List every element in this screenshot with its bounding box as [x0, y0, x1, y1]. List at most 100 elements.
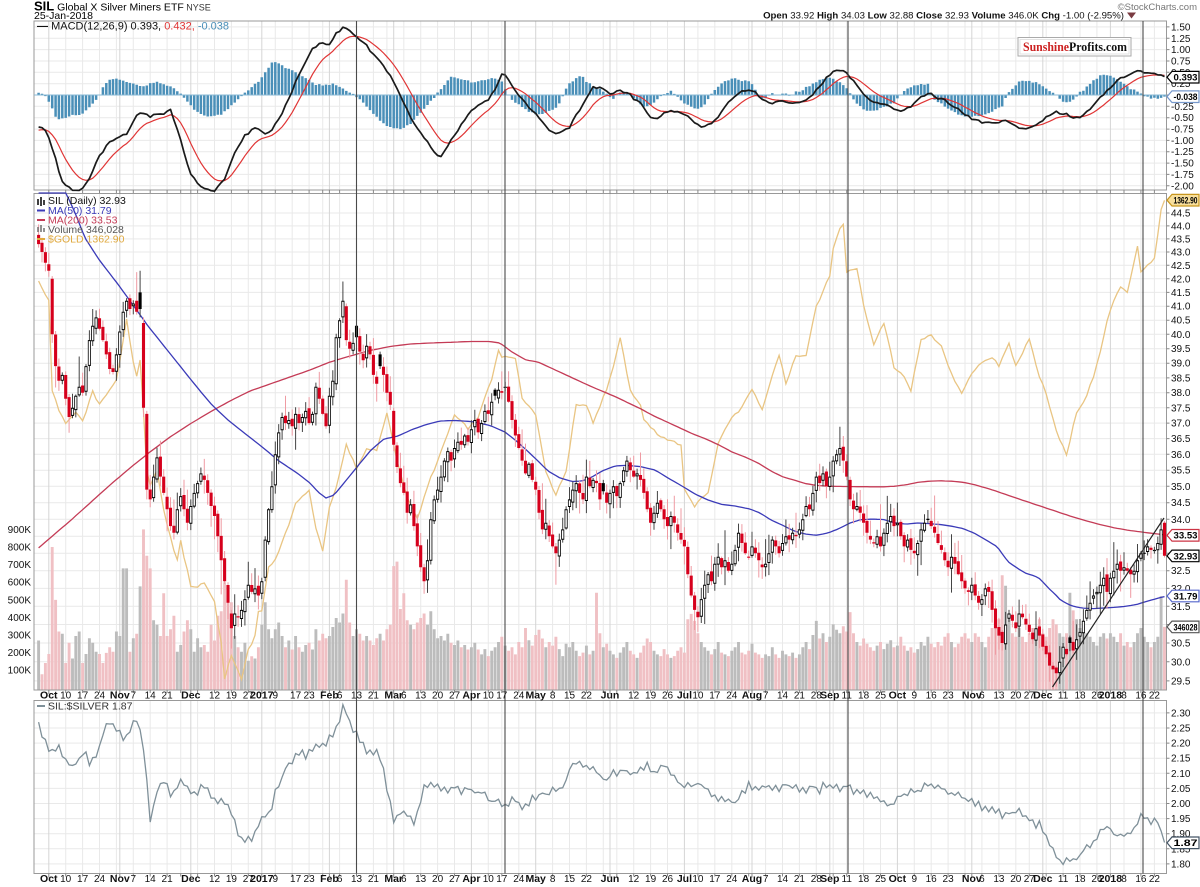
svg-text:11: 11: [842, 691, 853, 702]
svg-text:16: 16: [926, 691, 938, 702]
svg-text:12: 12: [209, 874, 221, 885]
svg-text:29.5: 29.5: [1171, 676, 1191, 687]
svg-text:30.0: 30.0: [1171, 657, 1191, 668]
svg-text:Apr: Apr: [462, 690, 480, 702]
svg-text:20: 20: [432, 874, 444, 885]
svg-text:300K: 300K: [8, 631, 32, 642]
svg-text:41.0: 41.0: [1171, 302, 1191, 313]
svg-text:15: 15: [564, 874, 576, 885]
svg-text:19: 19: [645, 691, 657, 702]
svg-text:7: 7: [131, 874, 137, 885]
svg-text:-1.00: -1.00: [1171, 136, 1194, 147]
svg-text:2.20: 2.20: [1171, 739, 1191, 750]
svg-text:19: 19: [226, 691, 238, 702]
svg-text:14: 14: [145, 691, 157, 702]
svg-text:Feb: Feb: [320, 873, 339, 885]
svg-text:Sep: Sep: [820, 873, 839, 885]
svg-text:Nov: Nov: [110, 873, 130, 885]
svg-text:31.5: 31.5: [1171, 602, 1191, 613]
svg-text:-2.00: -2.00: [1171, 181, 1194, 192]
svg-text:11: 11: [1058, 691, 1069, 702]
svg-text:21: 21: [368, 874, 380, 885]
svg-text:13: 13: [351, 874, 363, 885]
svg-text:14: 14: [777, 691, 789, 702]
svg-text:9: 9: [912, 874, 918, 885]
svg-text:25: 25: [875, 874, 887, 885]
svg-text:Oct: Oct: [889, 873, 907, 885]
svg-text:Aug: Aug: [742, 873, 762, 885]
svg-text:12: 12: [628, 874, 640, 885]
svg-text:32.93: 32.93: [1174, 551, 1198, 562]
svg-text:26: 26: [662, 691, 674, 702]
svg-text:16: 16: [1135, 874, 1147, 885]
svg-text:6: 6: [337, 691, 343, 702]
svg-text:11: 11: [842, 874, 853, 885]
svg-text:19: 19: [226, 874, 238, 885]
svg-text:-1.25: -1.25: [1171, 147, 1194, 158]
svg-text:26: 26: [1091, 691, 1103, 702]
svg-text:14: 14: [777, 874, 789, 885]
svg-text:MA(200) 33.53: MA(200) 33.53: [48, 215, 118, 227]
svg-text:26: 26: [1091, 874, 1103, 885]
svg-text:19: 19: [645, 874, 657, 885]
svg-text:2017: 2017: [250, 690, 274, 702]
svg-text:6: 6: [401, 874, 407, 885]
svg-text:May: May: [525, 873, 546, 885]
svg-text:©StockCharts.com: ©StockCharts.com: [1118, 2, 1197, 13]
svg-text:2.05: 2.05: [1171, 784, 1191, 795]
svg-text:13: 13: [993, 874, 1005, 885]
svg-text:2018: 2018: [1099, 873, 1123, 885]
svg-text:1.90: 1.90: [1171, 829, 1191, 840]
svg-text:1.80: 1.80: [1171, 859, 1191, 870]
svg-text:31.79: 31.79: [1174, 591, 1198, 602]
svg-text:20: 20: [1010, 874, 1022, 885]
svg-text:23: 23: [304, 874, 316, 885]
svg-text:17: 17: [709, 691, 721, 702]
svg-text:Jun: Jun: [601, 873, 620, 885]
svg-text:32.5: 32.5: [1171, 566, 1191, 577]
svg-text:0.393: 0.393: [1174, 73, 1198, 84]
svg-text:12: 12: [628, 691, 640, 702]
svg-text:1.00: 1.00: [1171, 45, 1191, 56]
svg-text:28: 28: [811, 874, 823, 885]
svg-text:22: 22: [1149, 691, 1161, 702]
svg-text:22: 22: [1149, 874, 1161, 885]
svg-text:Open 33.92 High 34.03 Low 32.8: Open 33.92 High 34.03 Low 32.88 Close 32…: [763, 11, 1124, 22]
svg-text:21: 21: [162, 874, 174, 885]
svg-text:38.5: 38.5: [1171, 373, 1191, 384]
svg-text:1.25: 1.25: [1171, 34, 1191, 45]
svg-text:MA(50) 31.79: MA(50) 31.79: [48, 205, 112, 217]
svg-text:42.0: 42.0: [1171, 274, 1191, 285]
svg-text:40.0: 40.0: [1171, 330, 1191, 341]
svg-text:2.00: 2.00: [1171, 799, 1191, 810]
svg-text:10: 10: [483, 691, 495, 702]
svg-text:— MACD(12,26,9) 0.393, 0.432,: — MACD(12,26,9) 0.393, 0.432, -0.038: [37, 21, 229, 33]
svg-text:0.75: 0.75: [1171, 57, 1191, 68]
svg-text:16: 16: [1135, 691, 1147, 702]
svg-text:12: 12: [209, 691, 221, 702]
svg-text:43.5: 43.5: [1171, 234, 1191, 245]
svg-text:24: 24: [726, 691, 738, 702]
svg-text:-1.75: -1.75: [1171, 170, 1194, 181]
svg-text:700K: 700K: [8, 560, 32, 571]
svg-text:-0.25: -0.25: [1171, 102, 1194, 113]
svg-text:23: 23: [943, 691, 955, 702]
svg-text:Dec: Dec: [1033, 873, 1052, 885]
svg-text:7: 7: [763, 691, 769, 702]
svg-text:-0.75: -0.75: [1171, 125, 1194, 136]
svg-text:34.0: 34.0: [1171, 515, 1191, 526]
svg-text:30.5: 30.5: [1171, 639, 1191, 650]
svg-text:Oct: Oct: [889, 690, 907, 702]
svg-text:6: 6: [979, 691, 985, 702]
svg-text:6: 6: [979, 874, 985, 885]
svg-text:20: 20: [1010, 691, 1022, 702]
svg-text:10: 10: [692, 691, 704, 702]
svg-text:36.5: 36.5: [1171, 434, 1191, 445]
svg-text:2018: 2018: [1099, 690, 1123, 702]
svg-text:18: 18: [858, 691, 870, 702]
svg-text:7: 7: [763, 874, 769, 885]
svg-text:-1.50: -1.50: [1171, 159, 1194, 170]
svg-text:9: 9: [273, 874, 279, 885]
svg-text:13: 13: [993, 691, 1005, 702]
svg-text:Feb: Feb: [320, 690, 339, 702]
